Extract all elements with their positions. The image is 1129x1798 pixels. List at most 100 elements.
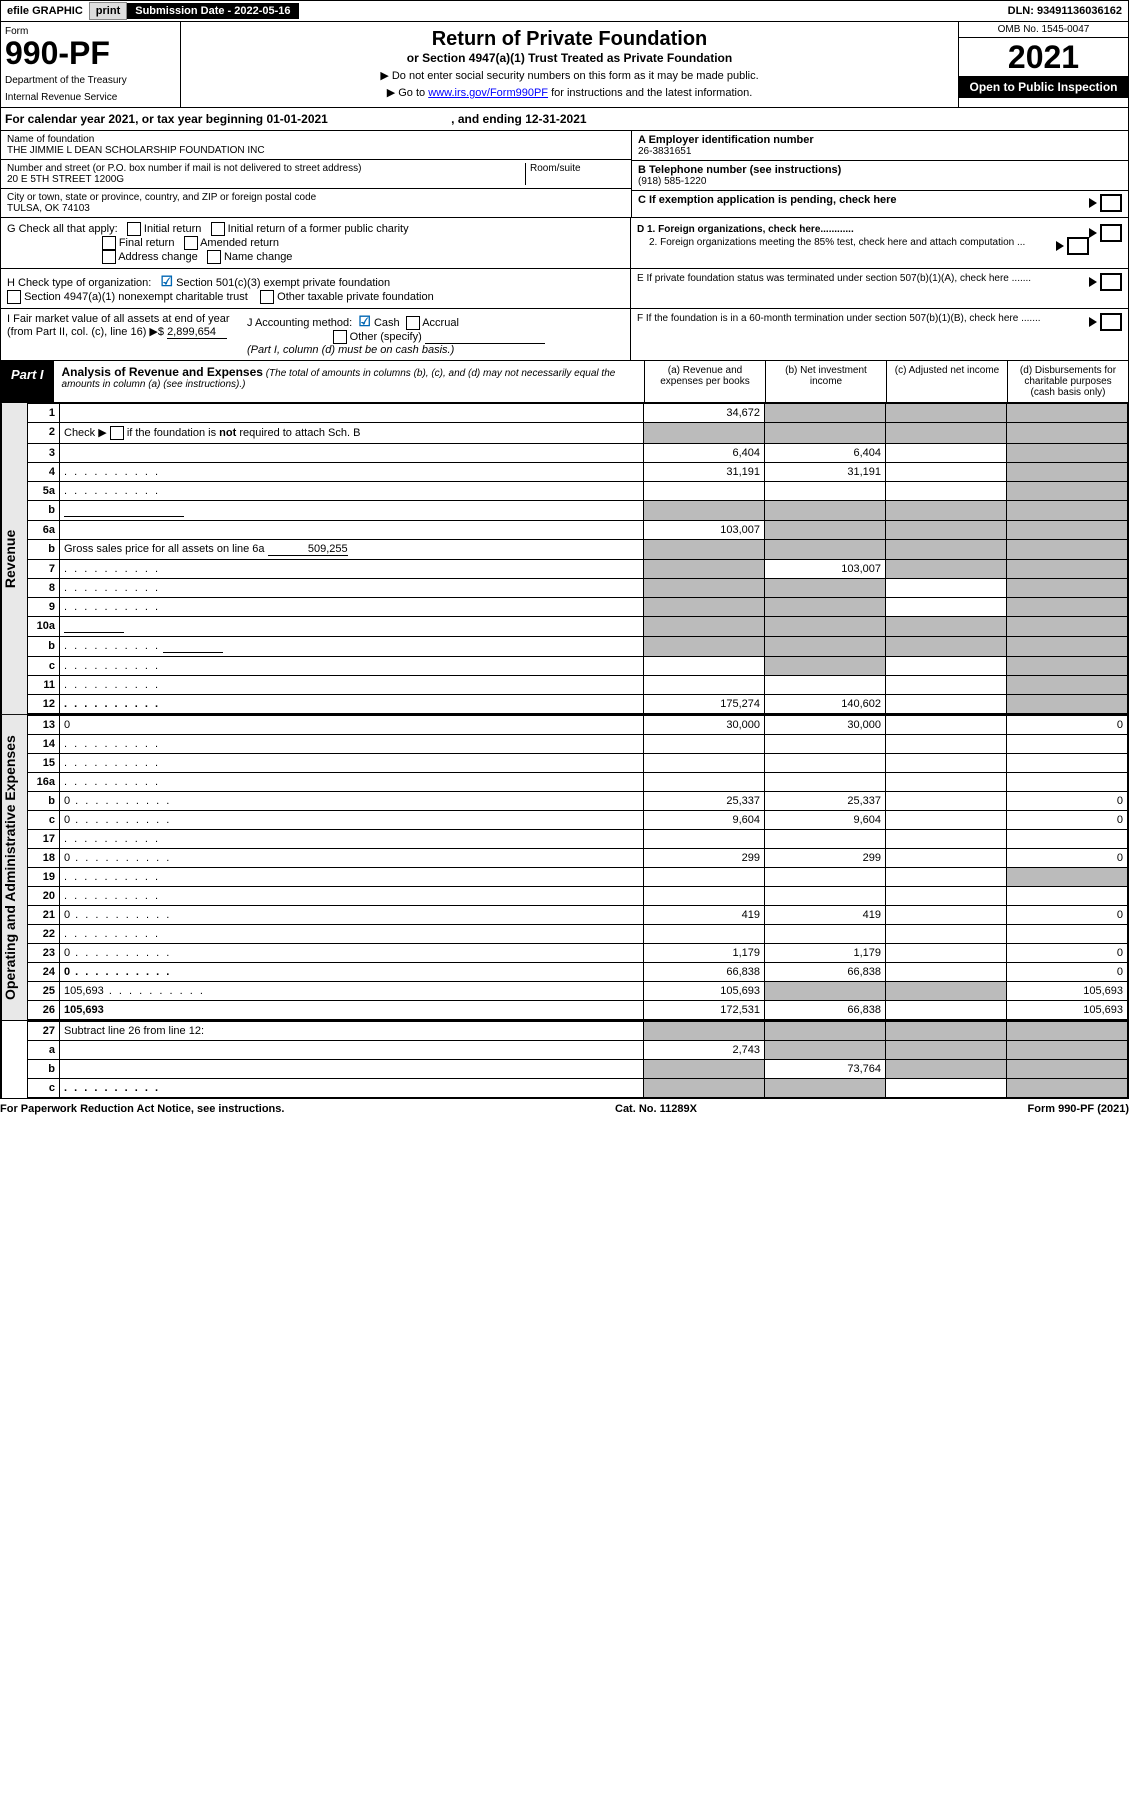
table-row: bGross sales price for all assets on lin… [28,540,1128,560]
city-label: City or town, state or province, country… [7,192,625,203]
table-row: 10a [28,617,1128,637]
g-initial-checkbox[interactable] [127,222,141,236]
f-label: F If the foundation is in a 60-month ter… [637,313,1041,324]
table-row: 1802992990 [28,849,1128,868]
phone-label: B Telephone number (see instructions) [638,164,1122,176]
table-row: 15 [28,754,1128,773]
arrow-icon [1089,277,1097,287]
part1-title: Analysis of Revenue and Expenses [62,365,263,379]
revenue-sidelabel: Revenue [1,403,27,714]
arrow-icon [1056,241,1064,251]
g-name-checkbox[interactable] [207,250,221,264]
e-checkbox[interactable] [1100,273,1122,291]
table-row: 14 [28,735,1128,754]
table-row: c09,6049,6040 [28,811,1128,830]
j-accrual-checkbox[interactable] [406,316,420,330]
col-b-header: (b) Net investment income [765,361,886,402]
table-row: 2Check ▶ if the foundation is not requir… [28,423,1128,444]
arrow-icon [1089,317,1097,327]
part1-tag: Part I [1,361,54,402]
omb-number: OMB No. 1545-0047 [959,22,1128,38]
open-to-public: Open to Public Inspection [959,76,1128,98]
line27-section: 27Subtract line 26 from line 12: a2,743 … [0,1021,1129,1099]
table-row: 24066,83866,8380 [28,963,1128,982]
section-ij-f: I Fair market value of all assets at end… [0,309,1129,361]
h-label: H Check type of organization: [7,277,151,289]
phone-value: (918) 585-1220 [638,176,1122,187]
addr-label: Number and street (or P.O. box number if… [7,163,525,174]
d2-checkbox[interactable] [1067,237,1089,255]
city-state-zip: TULSA, OK 74103 [7,203,625,214]
table-row: 8 [28,579,1128,598]
g-address-checkbox[interactable] [102,250,116,264]
table-row: 134,672 [28,404,1128,423]
part1-header: Part I Analysis of Revenue and Expenses … [0,361,1129,403]
d1-label: D 1. Foreign organizations, check here..… [637,224,854,235]
c-checkbox[interactable] [1100,194,1122,212]
e-label: E If private foundation status was termi… [637,273,1031,284]
table-row: 26105,693172,53166,838105,693 [28,1001,1128,1020]
footer-formno: Form 990-PF (2021) [1028,1103,1129,1115]
table-row: 11 [28,676,1128,695]
tax-year: 2021 [959,38,1128,76]
table-row: b025,33725,3370 [28,792,1128,811]
instr-ssn: ▶ Do not enter social security numbers o… [187,69,952,82]
table-row: 20 [28,887,1128,906]
table-row: c [28,657,1128,676]
table-row: 9 [28,598,1128,617]
table-row: b73,764 [28,1060,1128,1079]
footer-catno: Cat. No. 11289X [284,1103,1027,1115]
arrow-icon [1089,228,1097,238]
street-address: 20 E 5TH STREET 1200G [7,174,525,185]
table-row: 13030,00030,0000 [28,716,1128,735]
opex-sidelabel: Operating and Administrative Expenses [1,715,27,1020]
table-row: 6a103,007 [28,521,1128,540]
check-icon: ☑ [358,313,371,329]
j-note: (Part I, column (d) must be on cash basi… [247,344,454,356]
table-row: 19 [28,868,1128,887]
schb-checkbox[interactable] [110,426,124,440]
table-row: c [28,1079,1128,1098]
ein-value: 26-3831651 [638,146,1122,157]
instr-goto: ▶ Go to www.irs.gov/Form990PF for instru… [187,86,952,99]
h-other-checkbox[interactable] [260,290,274,304]
ein-label: A Employer identification number [638,134,1122,146]
page-footer: For Paperwork Reduction Act Notice, see … [0,1099,1129,1119]
foundation-name: THE JIMMIE L DEAN SCHOLARSHIP FOUNDATION… [7,145,625,156]
line27-table: 27Subtract line 26 from line 12: a2,743 … [27,1021,1128,1098]
table-row: 36,4046,404 [28,444,1128,463]
table-row: 22 [28,925,1128,944]
j-other-checkbox[interactable] [333,330,347,344]
table-row: 12175,274140,602 [28,695,1128,714]
g-final-checkbox[interactable] [102,236,116,250]
revenue-section: Revenue 134,672 2Check ▶ if the foundati… [0,403,1129,715]
g-initial-public-checkbox[interactable] [211,222,225,236]
table-row: 17 [28,830,1128,849]
col-c-header: (c) Adjusted net income [886,361,1007,402]
arrow-icon [1089,198,1097,208]
h-4947-checkbox[interactable] [7,290,21,304]
print-button[interactable]: print [89,2,127,20]
dept-irs: Internal Revenue Service [5,92,176,103]
table-row: 431,19131,191 [28,463,1128,482]
col-d-header: (d) Disbursements for charitable purpose… [1007,361,1128,402]
form-number: 990-PF [5,37,176,69]
table-row: 2301,1791,1790 [28,944,1128,963]
table-row: 2104194190 [28,906,1128,925]
d1-checkbox[interactable] [1100,224,1122,242]
table-row: b [28,637,1128,657]
f-checkbox[interactable] [1100,313,1122,331]
irs-link[interactable]: www.irs.gov/Form990PF [428,87,548,99]
efile-label: efile GRAPHIC [1,5,89,17]
section-h-e: H Check type of organization: ☑ Section … [0,269,1129,309]
table-row: 5a [28,482,1128,501]
name-label: Name of foundation [7,134,625,145]
fmv-value: 2,899,654 [167,326,227,339]
footer-left: For Paperwork Reduction Act Notice, see … [0,1103,284,1115]
g-amended-checkbox[interactable] [184,236,198,250]
table-row: 16a [28,773,1128,792]
col-a-header: (a) Revenue and expenses per books [644,361,765,402]
opex-table: 13030,00030,0000 14 15 16a b025,33725,33… [27,715,1128,1020]
check-icon: ☑ [160,273,173,289]
room-label: Room/suite [530,163,625,174]
